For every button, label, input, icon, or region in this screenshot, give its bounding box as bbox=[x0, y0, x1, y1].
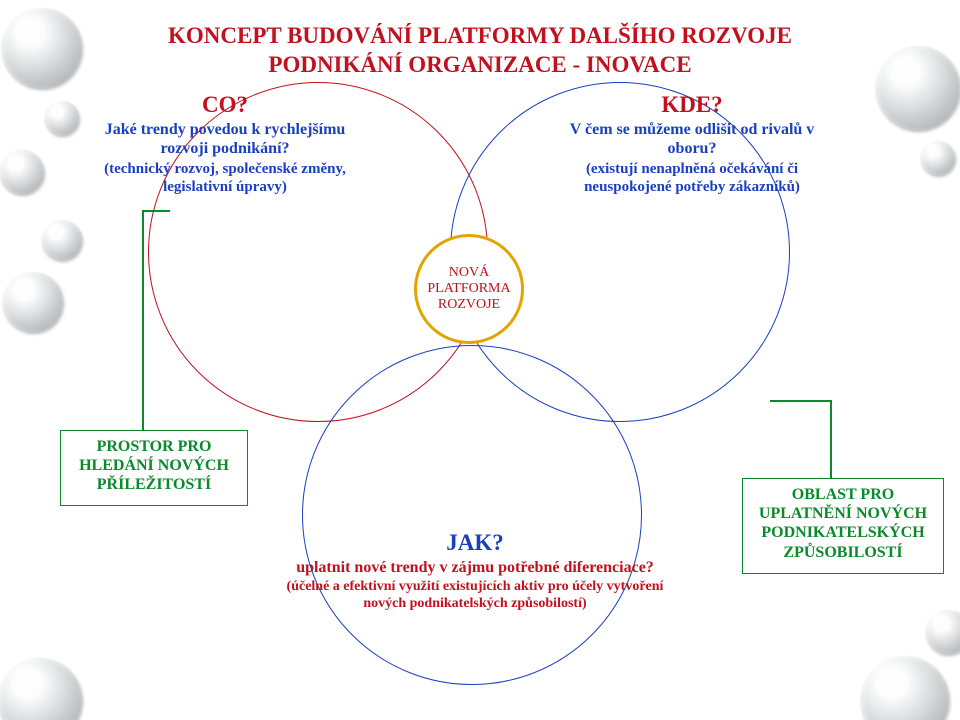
kde-heading: KDE? bbox=[552, 92, 832, 118]
connector-left-horizontal bbox=[142, 210, 170, 212]
box-right-l4: ZPŮSOBILOSTÍ bbox=[751, 543, 935, 562]
page-title: KONCEPT BUDOVÁNÍ PLATFORMY DALŠÍHO ROZVO… bbox=[0, 22, 960, 80]
block-jak: JAK? uplatnit nové trendy v zájmu potřeb… bbox=[280, 530, 670, 613]
box-right-l1: OBLAST PRO bbox=[751, 485, 935, 504]
block-co: CO? Jaké trendy povedou k rychlejšímu ro… bbox=[95, 92, 355, 196]
co-question: Jaké trendy povedou k rychlejšímu rozvoj… bbox=[95, 120, 355, 158]
water-drop bbox=[861, 656, 949, 720]
diagram-stage: KONCEPT BUDOVÁNÍ PLATFORMY DALŠÍHO ROZVO… bbox=[0, 0, 960, 720]
jak-question: uplatnit nové trendy v zájmu potřebné di… bbox=[280, 558, 670, 577]
jak-subtext: (účelné a efektivní využití existujících… bbox=[280, 579, 670, 613]
box-left-l2: HLEDÁNÍ NOVÝCH bbox=[69, 456, 239, 475]
water-drop bbox=[0, 658, 82, 720]
hub-line3: ROZVOJE bbox=[427, 297, 510, 313]
water-drop bbox=[0, 150, 44, 194]
title-line1: KONCEPT BUDOVÁNÍ PLATFORMY DALŠÍHO ROZVO… bbox=[0, 22, 960, 51]
box-right-l2: UPLATNĚNÍ NOVÝCH bbox=[751, 504, 935, 523]
box-oblast: OBLAST PRO UPLATNĚNÍ NOVÝCH PODNIKATELSK… bbox=[742, 478, 944, 574]
connector-right-vertical bbox=[830, 400, 832, 478]
co-heading: CO? bbox=[95, 92, 355, 118]
connector-left-vertical bbox=[142, 210, 144, 430]
box-left-l3: PŘÍLEŽITOSTÍ bbox=[69, 475, 239, 494]
box-right-l3: PODNIKATELSKÝCH bbox=[751, 523, 935, 542]
hub-nova-platforma: NOVÁ PLATFORMA ROZVOJE bbox=[414, 234, 524, 344]
title-line2: PODNIKÁNÍ ORGANIZACE - INOVACE bbox=[0, 51, 960, 80]
water-drop bbox=[45, 101, 79, 135]
kde-question: V čem se můžeme odlišit od rivalů v obor… bbox=[552, 120, 832, 158]
kde-subtext: (existují nenaplněná očekávání či neuspo… bbox=[552, 160, 832, 196]
water-drop bbox=[3, 272, 63, 332]
box-prostor: PROSTOR PRO HLEDÁNÍ NOVÝCH PŘÍLEŽITOSTÍ bbox=[60, 430, 248, 506]
water-drop bbox=[926, 610, 960, 654]
jak-heading: JAK? bbox=[280, 530, 670, 556]
block-kde: KDE? V čem se můžeme odlišit od rivalů v… bbox=[552, 92, 832, 196]
connector-right-horizontal bbox=[770, 400, 830, 402]
co-subtext: (technický rozvoj, společenské změny, le… bbox=[95, 160, 355, 196]
hub-line2: PLATFORMA bbox=[427, 281, 510, 297]
water-drop bbox=[921, 141, 955, 175]
venn-circle-jak bbox=[302, 345, 642, 685]
water-drop bbox=[42, 220, 82, 260]
hub-line1: NOVÁ bbox=[427, 265, 510, 281]
box-left-l1: PROSTOR PRO bbox=[69, 437, 239, 456]
